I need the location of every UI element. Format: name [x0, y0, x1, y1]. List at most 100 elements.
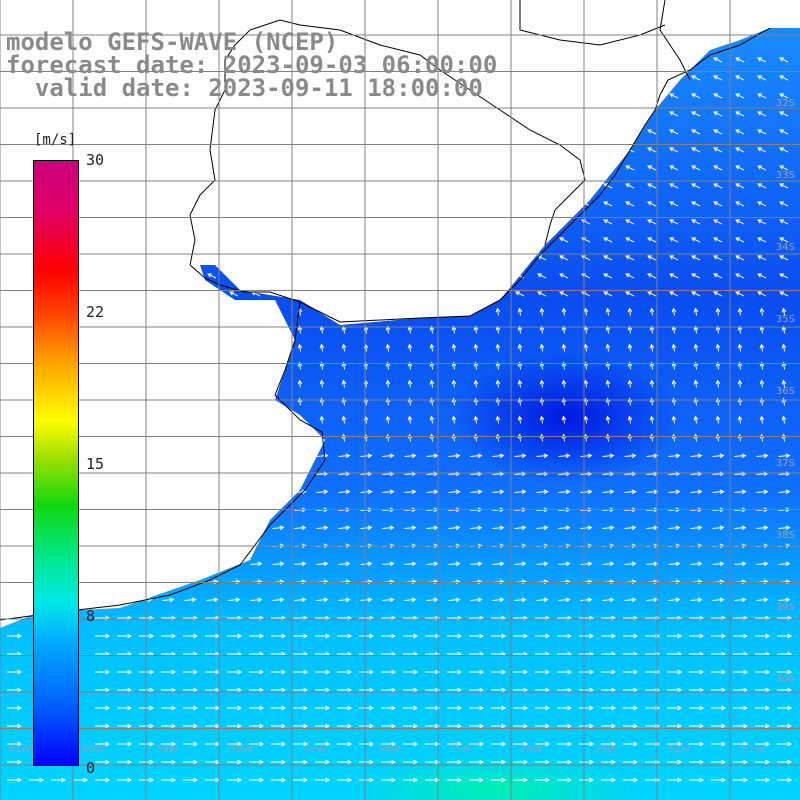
wind-arrow: [669, 183, 679, 189]
wind-arrow: [669, 93, 679, 99]
wind-arrow: [580, 597, 593, 603]
wind-arrow: [667, 759, 683, 765]
wind-arrow: [447, 741, 463, 747]
wind-arrow: [579, 777, 595, 783]
wind-arrow: [338, 525, 351, 531]
wind-arrow: [669, 129, 679, 135]
wind-arrow: [625, 273, 635, 279]
wind-arrow: [689, 759, 705, 765]
wind-arrow: [579, 687, 595, 693]
wind-arrow: [691, 111, 701, 117]
wind-arrow: [781, 343, 787, 352]
wind-arrow: [669, 273, 679, 279]
lon-label: 53W: [594, 744, 617, 755]
wind-arrow: [469, 777, 485, 783]
lon-label: 55W: [448, 744, 471, 755]
wind-arrow: [623, 705, 639, 711]
wind-arrow: [689, 687, 705, 693]
wind-arrow: [624, 597, 637, 603]
wind-arrow: [341, 415, 347, 424]
wind-arrow: [779, 183, 789, 189]
wind-arrow: [649, 307, 655, 316]
colorbar-tick-22: 22: [86, 303, 105, 321]
wind-arrow: [250, 561, 263, 567]
wind-arrow: [779, 165, 789, 171]
wind-arrow: [517, 415, 523, 424]
lon-label: 52W: [668, 744, 691, 755]
wind-arrow: [491, 741, 507, 747]
wind-arrow: [382, 489, 395, 495]
wind-arrow: [293, 669, 309, 675]
wind-arrow: [404, 561, 417, 567]
wind-arrow: [734, 489, 747, 495]
wind-arrow: [734, 453, 747, 459]
wind-arrow: [491, 705, 507, 711]
wind-arrow: [668, 489, 681, 495]
wind-arrow: [601, 759, 617, 765]
wind-arrow: [403, 741, 419, 747]
wind-arrow: [425, 777, 441, 783]
wind-arrow: [649, 379, 655, 388]
wind-arrow: [227, 633, 243, 639]
wind-arrow: [183, 705, 199, 711]
wind-arrow: [183, 633, 199, 639]
wind-arrow: [404, 489, 417, 495]
wind-arrow: [73, 777, 89, 783]
wind-arrow: [161, 705, 177, 711]
wind-arrow: [561, 343, 567, 352]
wind-arrow: [781, 415, 787, 424]
wind-arrow: [470, 453, 483, 459]
wind-arrow: [691, 201, 701, 207]
wind-arrow: [625, 219, 635, 225]
wind-arrow: [337, 669, 353, 675]
wind-arrow: [315, 705, 331, 711]
wind-arrow: [759, 343, 765, 352]
wind-arrow: [513, 759, 529, 765]
wind-arrow: [757, 129, 767, 135]
wind-arrow: [469, 669, 485, 675]
wind-arrow: [316, 453, 329, 459]
wind-arrow: [602, 525, 615, 531]
wind-arrow: [733, 759, 749, 765]
wind-arrow: [713, 147, 723, 153]
wind-arrow: [404, 453, 417, 459]
wind-arrow: [117, 669, 133, 675]
wind-arrow: [756, 453, 769, 459]
wind-arrow: [536, 597, 549, 603]
wind-arrow: [316, 525, 329, 531]
wind-arrow: [557, 705, 573, 711]
wind-arrow: [625, 255, 635, 261]
wind-arrow: [757, 165, 767, 171]
wind-arrow: [583, 343, 589, 352]
wind-arrow: [536, 453, 549, 459]
wind-arrow: [271, 759, 287, 765]
wind-arrow: [337, 687, 353, 693]
wind-arrow: [689, 633, 705, 639]
wind-arrow: [777, 669, 793, 675]
wind-arrow: [293, 759, 309, 765]
wind-arrow: [557, 777, 573, 783]
wind-arrow: [712, 453, 725, 459]
wind-arrow: [385, 379, 391, 388]
wind-arrow: [451, 343, 457, 352]
wind-arrow: [448, 489, 461, 495]
lat-label: 38S: [775, 530, 795, 541]
wind-arrow: [447, 687, 463, 693]
wind-arrow: [779, 57, 789, 63]
wind-arrow: [755, 723, 771, 729]
wind-arrow: [513, 741, 529, 747]
wind-arrow: [426, 561, 439, 567]
wind-arrow: [691, 93, 701, 99]
wind-arrow: [713, 183, 723, 189]
wind-arrow: [183, 723, 199, 729]
wind-arrow: [691, 291, 701, 297]
wind-arrow: [315, 759, 331, 765]
wind-arrow: [161, 777, 177, 783]
wind-arrow: [779, 111, 789, 117]
wind-arrow: [603, 255, 613, 261]
wind-arrow: [183, 669, 199, 675]
wind-arrow: [580, 561, 593, 567]
wind-arrow: [668, 453, 681, 459]
wind-arrow: [667, 723, 683, 729]
wind-arrow: [407, 415, 413, 424]
